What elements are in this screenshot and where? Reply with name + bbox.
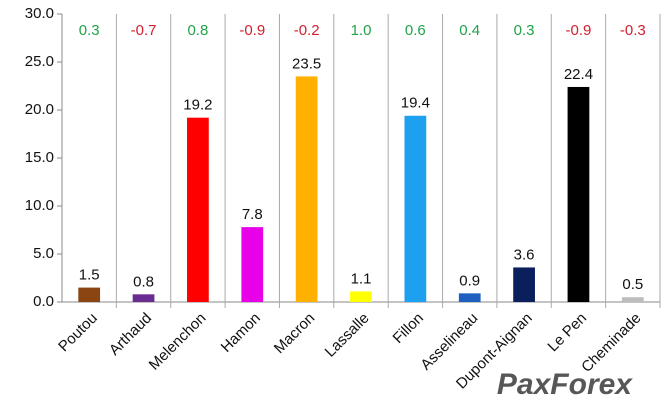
change-label: 1.0	[351, 22, 372, 39]
change-label: 0.3	[514, 22, 535, 39]
bar	[621, 297, 644, 302]
bar	[132, 294, 155, 302]
value-label: 19.2	[183, 97, 212, 114]
value-label: 0.5	[622, 276, 643, 293]
x-tick-label: Lassalle	[322, 310, 373, 361]
value-label: 23.5	[292, 55, 321, 72]
value-label: 22.4	[564, 66, 593, 83]
bar	[350, 291, 372, 302]
value-label: 1.1	[351, 270, 372, 287]
y-tick-label: 0.0	[33, 293, 54, 310]
x-tick-label: Le Pen	[544, 310, 590, 356]
bar	[567, 86, 590, 303]
change-label: -0.2	[294, 22, 320, 39]
value-label: 19.4	[401, 95, 430, 112]
change-label: -0.9	[239, 22, 265, 39]
value-label: 1.5	[79, 267, 100, 284]
y-tick-label: 25.0	[25, 53, 54, 70]
x-tick-label: Cheminade	[578, 310, 644, 376]
change-label: -0.9	[566, 22, 592, 39]
change-label: 0.3	[79, 22, 100, 39]
value-label: 3.6	[514, 246, 535, 263]
x-tick-label: Fillon	[390, 310, 427, 347]
x-tick-label: Poutou	[55, 310, 101, 356]
bar	[513, 267, 535, 302]
y-tick-label: 15.0	[25, 149, 54, 166]
y-tick-label: 10.0	[25, 197, 54, 214]
value-label: 0.8	[133, 273, 154, 290]
change-label: 0.8	[187, 22, 208, 39]
value-label: 7.8	[242, 206, 263, 223]
bar	[404, 115, 427, 302]
y-tick-label: 5.0	[33, 245, 54, 262]
change-label: -0.7	[131, 22, 157, 39]
y-tick-label: 30.0	[25, 5, 54, 22]
change-label: 0.6	[405, 22, 426, 39]
x-tick-label: Macron	[271, 310, 318, 357]
bar	[241, 227, 264, 302]
x-tick-label: Arthaud	[106, 310, 155, 359]
bar	[458, 293, 481, 302]
y-tick-label: 20.0	[25, 101, 54, 118]
bar	[78, 287, 101, 302]
change-label: 0.4	[459, 22, 480, 39]
x-tick-label: Hamon	[218, 310, 264, 356]
watermark: PaxForex	[497, 368, 633, 401]
x-tick-label: Melenchon	[146, 310, 210, 374]
bar	[295, 76, 318, 303]
value-label: 0.9	[459, 272, 480, 289]
change-label: -0.3	[620, 22, 646, 39]
bar	[187, 117, 209, 303]
